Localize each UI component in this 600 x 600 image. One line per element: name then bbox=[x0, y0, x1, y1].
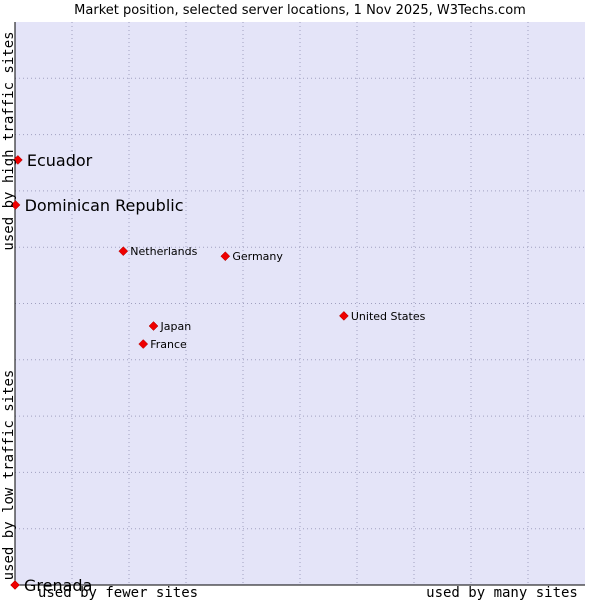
point-marker bbox=[148, 321, 159, 331]
point-label: United States bbox=[351, 310, 426, 323]
x-axis-label-high: used by many sites bbox=[426, 585, 578, 600]
point-label: Germany bbox=[232, 250, 283, 263]
point-label: Netherlands bbox=[130, 245, 197, 258]
data-point-united-states: United States bbox=[339, 310, 426, 323]
data-point-dominican-republic: Dominican Republic bbox=[10, 196, 184, 215]
data-point-france: France bbox=[138, 338, 187, 351]
point-marker bbox=[220, 251, 231, 262]
grid-lines bbox=[15, 22, 585, 585]
axes bbox=[14, 22, 585, 586]
data-point-germany: Germany bbox=[220, 250, 283, 263]
point-label: Japan bbox=[160, 320, 192, 333]
point-label: France bbox=[150, 338, 187, 351]
data-points: Ecuador Dominican Republic Netherlands Germ… bbox=[10, 151, 426, 595]
point-label: Ecuador bbox=[27, 151, 93, 170]
point-marker bbox=[138, 339, 149, 349]
y-axis-label-low: used by low traffic sites bbox=[1, 370, 17, 581]
data-point-netherlands: Netherlands bbox=[118, 245, 198, 258]
point-label: Dominican Republic bbox=[25, 196, 184, 215]
y-axis-label-high: used by high traffic sites bbox=[1, 31, 17, 250]
data-point-ecuador: Ecuador bbox=[12, 151, 93, 170]
chart-title: Market position, selected server locatio… bbox=[74, 3, 526, 18]
point-marker bbox=[118, 246, 129, 256]
data-point-japan: Japan bbox=[148, 320, 192, 333]
x-axis-label-low: used by fewer sites bbox=[38, 585, 198, 600]
point-marker bbox=[10, 580, 20, 590]
point-label: Grenada bbox=[24, 576, 92, 595]
point-marker bbox=[10, 200, 21, 210]
point-marker bbox=[12, 155, 23, 165]
data-point-grenada: Grenada bbox=[10, 576, 92, 595]
point-marker bbox=[339, 311, 349, 321]
